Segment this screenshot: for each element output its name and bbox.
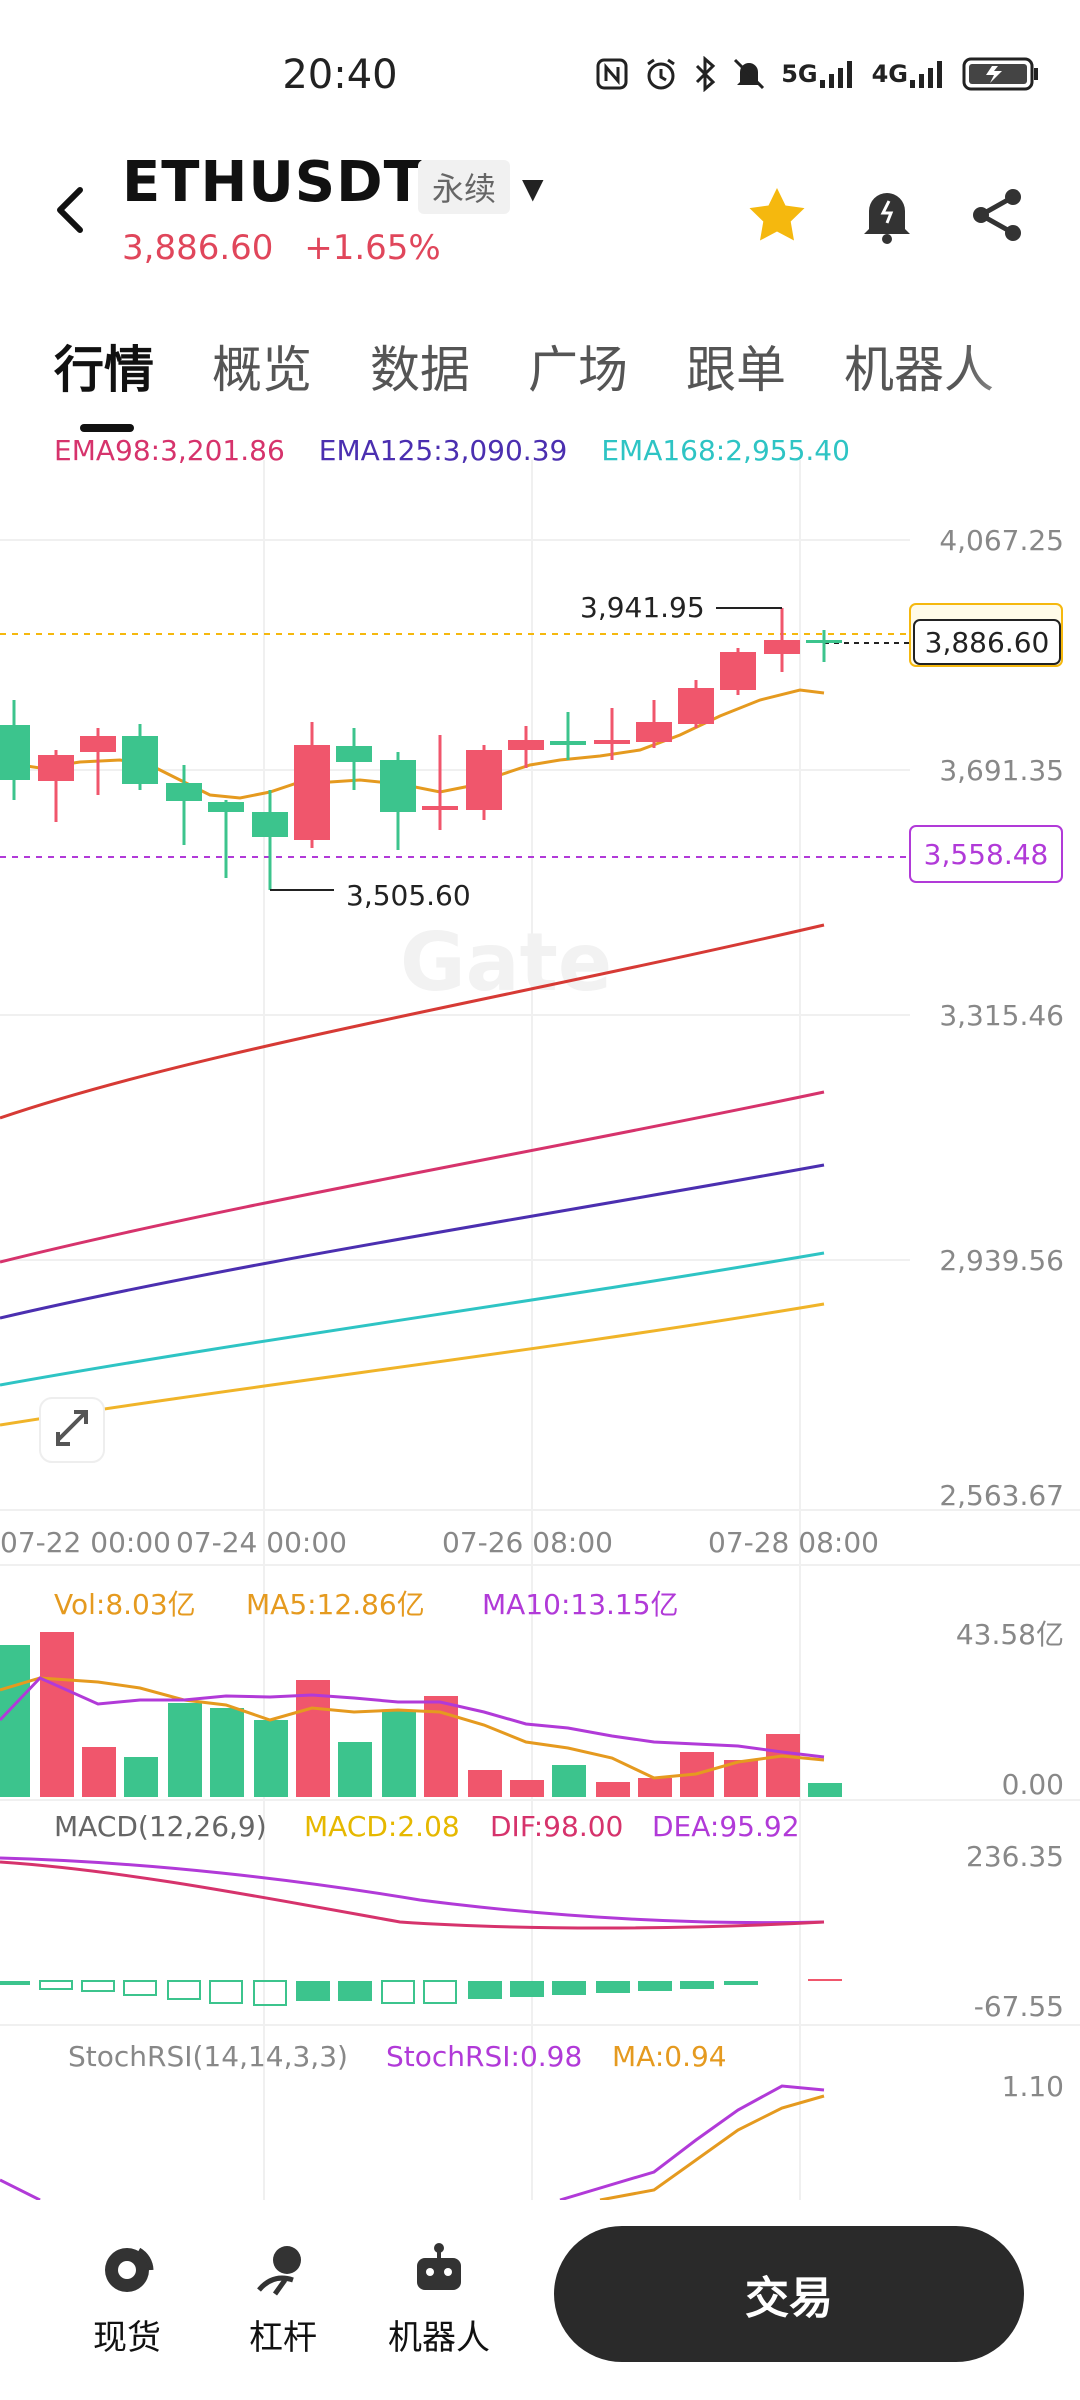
x-tick-1: 07-22 00:00 <box>0 1526 171 1559</box>
volume-bars <box>0 1632 842 1797</box>
high-price-label: 3,941.95 <box>580 591 705 624</box>
y-tick-3: 3,315.46 <box>939 999 1064 1032</box>
nav-margin[interactable]: 杠杆 <box>218 2240 348 2359</box>
stochrsi-ma-line <box>599 2094 825 2200</box>
vol-y-bottom: 0.00 <box>1002 1768 1064 1801</box>
nfc-icon <box>595 56 629 92</box>
macd-histogram <box>0 1979 842 2006</box>
vol-label: Vol:8.03亿 <box>54 1588 196 1621</box>
macd-title: MACD(12,26,9) <box>54 1810 267 1843</box>
net-label-4g: 4G <box>871 60 908 88</box>
stochrsi-y-top: 1.10 <box>1002 2070 1064 2103</box>
share-icon[interactable] <box>962 180 1032 250</box>
ema-line-yellow <box>0 1302 825 1427</box>
stochrsi-title: StochRSI(14,14,3,3) <box>68 2040 348 2073</box>
price-change: +1.65% <box>304 228 441 268</box>
low-price-label: 3,505.60 <box>346 879 471 912</box>
tab-copy-trading[interactable]: 跟单 <box>686 341 786 399</box>
battery-charging-icon <box>962 56 1040 92</box>
ema168-label: EMA168:2,955.40 <box>601 434 850 467</box>
vol-ma5-label: MA5:12.86亿 <box>246 1588 425 1621</box>
ema125-label: EMA125:3,090.39 <box>318 434 568 467</box>
alert-price-box[interactable] <box>909 825 1063 883</box>
current-price-tag: 3,886.60 <box>925 626 1050 659</box>
macd-value: MACD:2.08 <box>304 1810 460 1843</box>
dea-value: DEA:95.92 <box>652 1810 800 1843</box>
ema98-line <box>0 1090 825 1264</box>
x-tick-4: 07-28 08:00 <box>708 1526 879 1559</box>
nav-robot[interactable]: 机器人 <box>374 2240 504 2359</box>
macd-y-bottom: -67.55 <box>974 1990 1064 2023</box>
tabs-fade <box>960 320 1080 420</box>
mute-icon <box>731 56 767 92</box>
contract-type-badge: 永续 <box>418 160 511 214</box>
ema125-line <box>0 1163 825 1320</box>
nav-spot[interactable]: 现货 <box>62 2240 192 2359</box>
price-alert-bell-icon[interactable] <box>852 180 922 250</box>
alert-price-tag: 3,558.48 <box>924 838 1049 871</box>
vol-ma10-line <box>0 1676 825 1759</box>
active-tab-indicator <box>80 424 134 432</box>
y-tick-4: 2,939.56 <box>939 1244 1064 1277</box>
robot-icon <box>417 2243 461 2290</box>
nav-robot-label: 机器人 <box>388 2318 490 2358</box>
status-time: 20:40 <box>282 52 398 98</box>
dif-value: DIF:98.00 <box>490 1810 623 1843</box>
dea-line <box>0 1856 825 1925</box>
favorite-star-icon[interactable] <box>742 180 812 250</box>
stochrsi-value: StochRSI:0.98 <box>386 2040 582 2073</box>
stochrsi-line <box>559 2084 825 2200</box>
y-tick-2: 3,691.35 <box>939 754 1064 787</box>
x-tick-3: 07-26 08:00 <box>442 1526 613 1559</box>
net-label-5g: 5G <box>781 60 818 88</box>
ema-legend: EMA98:3,201.86 EMA125:3,090.39 EMA168:2,… <box>54 434 850 467</box>
main-price-chart[interactable]: Gate 3,941.95 3,505.60 4,0 <box>0 0 1080 2200</box>
ema168-line <box>0 1251 825 1387</box>
vol-ma5-line <box>0 1676 825 1780</box>
back-icon[interactable] <box>50 180 90 250</box>
spot-icon <box>105 2247 154 2292</box>
trade-button[interactable]: 交易 <box>554 2226 1024 2362</box>
pair-title[interactable]: ETHUSDT <box>122 150 423 215</box>
vol-ma10-label: MA10:13.15亿 <box>482 1588 679 1621</box>
macd-y-top: 236.35 <box>966 1840 1064 1873</box>
signal-4g-icon: 4G <box>872 56 948 92</box>
nav-margin-label: 杠杆 <box>249 2318 317 2358</box>
fullscreen-expand-icon[interactable] <box>39 1397 105 1463</box>
bluetooth-icon <box>693 56 717 92</box>
signal-5g-icon: 5G <box>781 56 857 92</box>
stochrsi-ma-value: MA:0.94 <box>612 2040 727 2073</box>
ema-line-red <box>0 923 825 1120</box>
margin-icon <box>257 2246 301 2296</box>
y-tick-1: 4,067.25 <box>939 524 1064 557</box>
tab-data[interactable]: 数据 <box>370 341 470 399</box>
y-tick-5: 2,563.67 <box>939 1479 1064 1512</box>
nav-spot-label: 现货 <box>93 2318 161 2358</box>
tab-market[interactable]: 行情 <box>54 341 154 399</box>
candles <box>0 608 842 890</box>
x-tick-2: 07-24 00:00 <box>176 1526 347 1559</box>
vol-y-top: 43.58亿 <box>956 1618 1064 1651</box>
ema98-label: EMA98:3,201.86 <box>54 434 285 467</box>
alarm-icon <box>643 56 679 92</box>
tab-square[interactable]: 广场 <box>528 341 628 399</box>
tab-overview[interactable]: 概览 <box>212 341 312 399</box>
price-summary: 3,886.60 +1.65% <box>122 228 461 268</box>
dif-line <box>0 1860 825 1930</box>
last-price: 3,886.60 <box>122 228 274 268</box>
chevron-down-icon[interactable]: ▼ <box>522 172 544 205</box>
status-icons: 5G 4G <box>595 56 1040 92</box>
